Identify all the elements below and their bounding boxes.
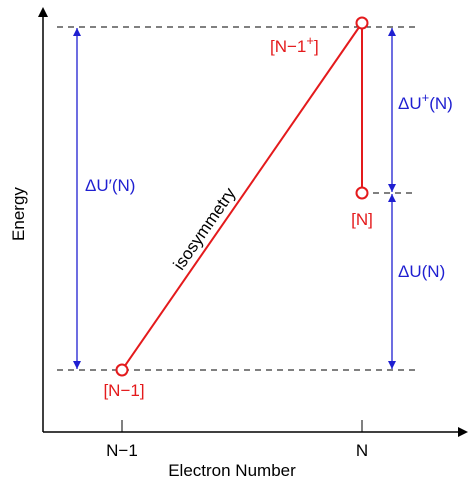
delta-u-prime-label: ΔU′(N): [85, 176, 135, 195]
delta-u-plus-sup: +: [422, 90, 430, 105]
y-axis-label: Energy: [9, 187, 28, 241]
label-n-minus-1-plus-close: ]: [314, 37, 319, 56]
delta-u-label: ΔU(N): [398, 262, 445, 281]
delta-u-plus-main: ΔU: [398, 94, 422, 113]
delta-u-plus-tail: (N): [429, 94, 453, 113]
x-tick-label-n: N: [356, 441, 368, 460]
point-n: [355, 186, 369, 200]
isosymmetry-line: [121, 22, 363, 371]
label-n-minus-1: [N−1]: [103, 381, 144, 400]
x-tick-label-n-minus-1: N−1: [106, 441, 138, 460]
delta-u-plus-label: ΔU+(N): [398, 90, 453, 113]
x-axis-label: Electron Number: [168, 461, 296, 480]
isosymmetry-label: isosymmetry: [170, 184, 240, 274]
label-n: [N]: [351, 210, 373, 229]
label-n-minus-1-plus: [N−1+]: [270, 33, 319, 56]
point-n-minus-1-plus: [355, 16, 369, 30]
point-n-minus-1: [115, 363, 129, 377]
label-n-minus-1-plus-main: [N−1: [270, 37, 306, 56]
label-n-minus-1-plus-sup: +: [306, 33, 314, 48]
